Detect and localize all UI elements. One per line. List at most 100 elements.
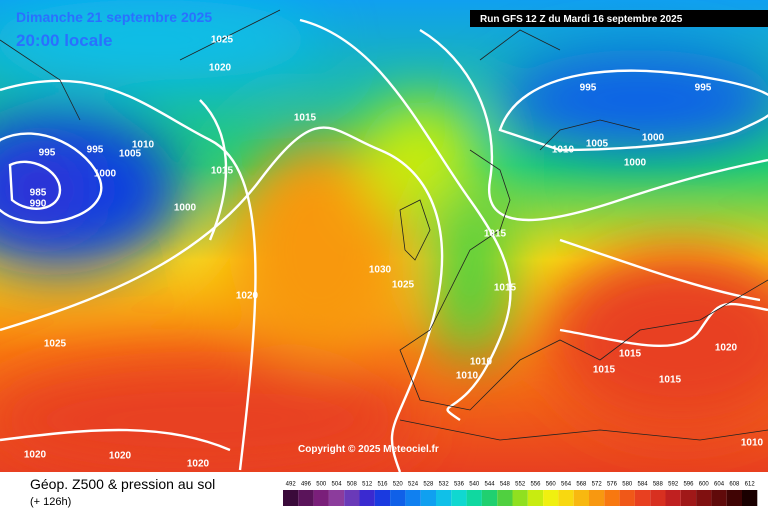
isobar-label: 1015 (211, 166, 234, 177)
scale-cell (634, 490, 651, 506)
scale-cell (451, 490, 467, 506)
scale-label: 560 (546, 482, 557, 488)
scale-label: 556 (530, 482, 541, 488)
scale-cell (726, 490, 742, 506)
scale-label: 548 (500, 482, 511, 488)
isobar-label: 1020 (109, 451, 132, 462)
scale-cell (527, 490, 544, 506)
scale-cell (604, 490, 620, 506)
scale-label: 568 (576, 482, 587, 488)
scale-label: 600 (699, 482, 710, 488)
isobars (0, 18, 768, 472)
isobar-label: 1005 (586, 139, 609, 150)
footer-lead: (+ 126h) (30, 496, 71, 508)
scale-cell (405, 490, 421, 506)
scale-cell (665, 490, 681, 506)
scale-label: 500 (316, 482, 327, 488)
scale-label: 528 (423, 482, 434, 488)
run: Run GFS 12 Z du Mardi 16 septembre 2025 (480, 14, 683, 25)
scale-label: 536 (454, 482, 465, 488)
isobar-label: 995 (39, 148, 56, 159)
scale-label: 516 (377, 482, 388, 488)
scale-cell (680, 490, 697, 506)
isobar-label: 1015 (659, 375, 682, 386)
scale-cell (497, 490, 513, 506)
footer-title: Géop. Z500 & pression au sol (30, 476, 215, 492)
scale-cell (466, 490, 482, 506)
scale-cell (328, 490, 345, 506)
scale-label: 512 (362, 482, 373, 488)
isobar-label: 1015 (593, 365, 616, 376)
isobar-label: 990 (30, 199, 47, 210)
scale-cell (650, 490, 666, 506)
isobar-label: 1000 (174, 203, 197, 214)
scale-label: 592 (668, 482, 679, 488)
scale-cell (313, 490, 329, 506)
isobar-label: 1010 (552, 145, 575, 156)
scale-cell (512, 490, 528, 506)
scale-cell (436, 490, 452, 506)
scale-label: 588 (653, 482, 664, 488)
isobar-label: 1015 (484, 229, 507, 240)
isobar-label: 1020 (187, 459, 210, 470)
scale-cell (573, 490, 589, 506)
scale-cell (742, 490, 758, 506)
scale-label: 576 (607, 482, 618, 488)
scale-cell (298, 490, 314, 506)
scale-cell (696, 490, 712, 506)
run-box (470, 10, 768, 27)
isobar-label: 995 (695, 83, 712, 94)
scale-label: 544 (485, 482, 496, 488)
scale-cell (619, 490, 635, 506)
isobar-label: 1030 (369, 265, 392, 276)
isobar-label: 1025 (392, 280, 415, 291)
isobar-label: 1020 (715, 343, 738, 354)
isobar-label: 1020 (24, 450, 47, 461)
date: Dimanche 21 septembre 2025 (16, 9, 212, 25)
isobar-label: 1020 (236, 291, 259, 302)
scale-label: 580 (622, 482, 633, 488)
scale-cell (344, 490, 360, 506)
scale-label: 524 (408, 482, 419, 488)
scale-cell (543, 490, 559, 506)
copyright: Copyright © 2025 Meteociel.fr (298, 444, 439, 455)
isobar-label: 1015 (619, 349, 642, 360)
scale-label: 608 (729, 482, 740, 488)
scale-label: 492 (286, 482, 297, 488)
scale-label: 584 (638, 482, 649, 488)
isobar-label: 1010 (741, 438, 764, 449)
isobar-label: 1010 (456, 371, 479, 382)
isobar-label: 1020 (209, 63, 232, 74)
scale-label: 520 (393, 482, 404, 488)
isobar-label: 1025 (44, 339, 67, 350)
isobar-label: 1000 (94, 169, 117, 180)
isobar-label: 1010 (132, 140, 155, 151)
scale-cell (374, 490, 391, 506)
scale-label: 508 (347, 482, 358, 488)
scale-cell (711, 490, 727, 506)
isobar-label: 995 (87, 145, 104, 156)
isobar-label: 1015 (494, 283, 517, 294)
isobar-label: 1010 (470, 357, 493, 368)
isobar-label: 985 (30, 188, 47, 199)
isobar-label: 1025 (211, 35, 234, 46)
scale-label: 572 (592, 482, 603, 488)
scale-label: 496 (301, 482, 312, 488)
coastlines (0, 9, 768, 441)
isobar-label: 1000 (624, 158, 647, 169)
scale-label: 596 (683, 482, 694, 488)
scale-label: 604 (714, 482, 725, 488)
isobar-label: 1005 (119, 149, 142, 160)
scale-cell (390, 490, 406, 506)
scale-label: 504 (332, 482, 343, 488)
scale-cell (589, 490, 605, 506)
isobar-label: 1000 (642, 133, 665, 144)
scale-cell (359, 490, 375, 506)
scale-label: 532 (439, 482, 450, 488)
scale-label: 564 (561, 482, 572, 488)
color-scale: 492 496 500 504 508 512 516 520 524 528 532 536 540 5… (283, 482, 758, 506)
scale-cell (283, 490, 299, 506)
isobar-label: 995 (580, 83, 597, 94)
